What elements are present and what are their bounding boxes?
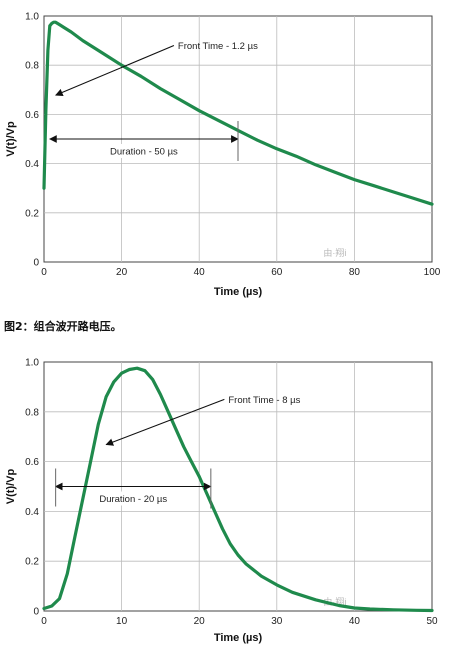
- x-tick-label: 40: [349, 616, 361, 627]
- waveform-curve: [42, 20, 434, 206]
- x-tick-label: 60: [271, 267, 283, 278]
- y-tick-label: 0.2: [25, 557, 39, 568]
- x-tick-label: 80: [349, 267, 361, 278]
- y-tick-label: 0: [33, 258, 39, 269]
- y-tick-label: 0.8: [25, 407, 39, 418]
- duration-label-bg: [105, 144, 182, 158]
- duration-label-bg: [95, 491, 172, 506]
- x-tick-label: 50: [426, 616, 438, 627]
- x-axis-title: Time (µs): [214, 286, 263, 298]
- front-time-label: Front Time - 1.2 µs: [178, 41, 258, 52]
- y-tick-label: 1.0: [25, 12, 39, 23]
- y-axis-title: V(t)/Vp: [5, 121, 17, 157]
- chart-front-time-1-2us: 0 20 40 60 80 100 0 0.2 0.4 0.6 0.8 1.0 Time (µs) V(t…: [5, 12, 441, 299]
- x-tick-label: 0: [41, 267, 47, 278]
- front-time-arrow: [55, 45, 175, 97]
- chart-front-time-8us: 0 10 20 30 40 50 0 0.2 0.4 0.6 0.8 1.0 Time (µs) V(t)…: [5, 358, 438, 645]
- duration-label: Duration - 20 µs: [99, 494, 167, 505]
- x-tick-label: 10: [116, 616, 128, 627]
- x-tick-label: 40: [194, 267, 206, 278]
- y-tick-label: 0: [33, 607, 39, 618]
- duration-label: Duration - 50 µs: [110, 147, 178, 158]
- y-tick-label: 0.8: [25, 61, 39, 72]
- x-tick-label: 20: [116, 267, 128, 278]
- watermark-text: 由·翔i: [323, 247, 346, 258]
- x-tick-label: 20: [194, 616, 206, 627]
- y-tick-label: 0.6: [25, 457, 39, 468]
- y-tick-label: 0.6: [25, 110, 39, 121]
- waveform-curve: [42, 366, 434, 613]
- x-tick-label: 100: [424, 267, 441, 278]
- front-time-arrow: [105, 398, 225, 446]
- x-tick-label: 0: [41, 616, 47, 627]
- front-time-label: Front Time - 8 µs: [228, 395, 300, 406]
- figure-caption: 图2：组合波开路电压。: [4, 320, 122, 333]
- y-tick-label: 0.4: [25, 159, 39, 170]
- x-axis-title: Time (µs): [214, 632, 263, 644]
- y-tick-label: 1.0: [25, 358, 39, 369]
- y-tick-label: 0.2: [25, 208, 39, 219]
- x-tick-label: 30: [271, 616, 283, 627]
- watermark-text: 由·翔i: [323, 596, 346, 607]
- y-tick-label: 0.4: [25, 507, 39, 518]
- y-axis-title: V(t)/Vp: [5, 469, 17, 505]
